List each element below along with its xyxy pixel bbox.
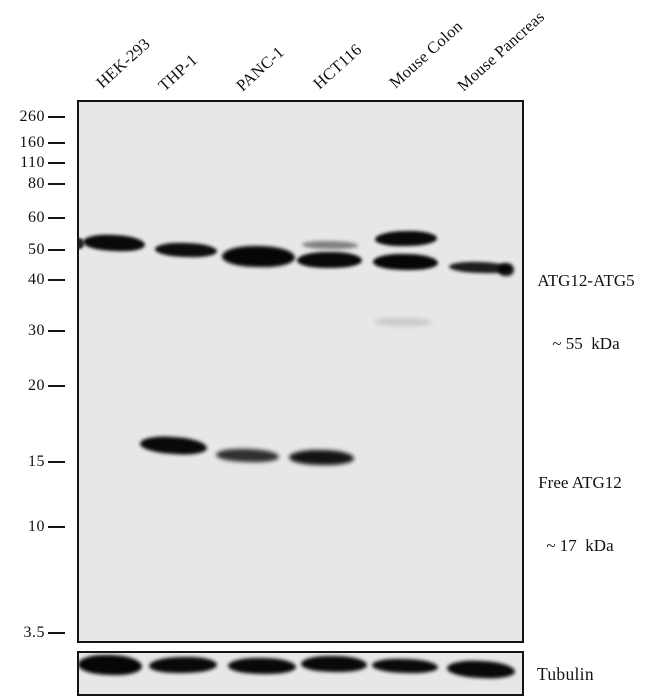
mw-marker-tick	[48, 279, 65, 282]
band-mouse-colon-faint-30kda	[373, 317, 433, 327]
mw-marker-tick	[48, 183, 65, 186]
mw-marker-tick	[48, 249, 65, 252]
lane-label-hek-293: HEK-293	[92, 34, 154, 92]
mw-marker-label: 80	[28, 175, 45, 192]
mw-marker-tick	[48, 385, 65, 388]
band-panc-1-tubulin	[227, 657, 297, 675]
band-mouse-colon-upper	[374, 230, 438, 247]
annotation-atg12-atg5-size: ~ 55 kDa	[552, 334, 620, 353]
tubulin-blot-panel	[77, 651, 524, 696]
mw-marker-tick	[48, 526, 65, 529]
band-hct116-atg12-atg5	[297, 252, 362, 268]
main-blot-panel	[77, 100, 524, 643]
mw-marker-label: 30	[28, 322, 45, 339]
mw-marker-label: 260	[19, 108, 45, 125]
mw-marker-tick	[48, 632, 65, 635]
tubulin-label: Tubulin	[537, 664, 594, 684]
mw-marker-tick	[48, 162, 65, 165]
band-mouse-colon-tubulin	[371, 657, 439, 675]
mw-marker-label: 20	[28, 377, 45, 394]
mw-marker-label: 15	[28, 453, 45, 470]
mw-marker-tick	[48, 461, 65, 464]
mw-marker-tick	[48, 116, 65, 119]
band-hct116-tubulin	[300, 655, 368, 673]
lane-label-hct116: HCT116	[309, 39, 366, 93]
mw-marker-label: 160	[19, 134, 45, 151]
mw-marker-label: 50	[28, 241, 45, 258]
lane-label-mouse-pancreas: Mouse Pancreas	[453, 6, 549, 95]
mw-marker-label: 3.5	[23, 624, 45, 641]
annotation-free-atg12: Free ATG12 ~ 17 kDa	[495, 430, 650, 598]
band-thp-1-free-atg12	[139, 434, 208, 457]
band-mouse-pancreas-band-tip	[498, 263, 514, 276]
band-panc-1-atg12-atg5	[221, 245, 296, 268]
annotation-free-atg12-size: ~ 17 kDa	[546, 536, 614, 555]
band-hct116-upper-faint	[301, 240, 359, 250]
band-mouse-pancreas-tubulin	[446, 659, 516, 680]
annotation-free-atg12-name: Free ATG12	[538, 473, 622, 492]
band-mouse-colon-atg12-atg5	[372, 253, 439, 271]
band-hek-293-edge-spot	[79, 238, 84, 249]
band-panc-1-free-atg12	[215, 447, 280, 464]
mw-marker-label: 40	[28, 271, 45, 288]
mw-marker-tick	[48, 217, 65, 220]
mw-marker-label: 110	[20, 154, 45, 171]
band-thp-1-atg12-atg5	[154, 241, 218, 259]
band-hek-293-tubulin	[79, 653, 143, 677]
mw-marker-label: 10	[28, 518, 45, 535]
mw-marker-tick	[48, 142, 65, 145]
annotation-atg12-atg5: ATG12-ATG5 ~ 55 kDa	[501, 228, 650, 396]
band-hct116-free-atg12	[288, 449, 355, 466]
lane-label-thp-1: THP-1	[154, 50, 202, 95]
band-hek-293-atg12-atg5	[82, 233, 146, 253]
lane-label-panc-1: PANC-1	[232, 42, 288, 95]
annotation-atg12-atg5-name: ATG12-ATG5	[537, 271, 635, 290]
mw-marker-label: 60	[28, 209, 45, 226]
mw-marker-tick	[48, 330, 65, 333]
band-thp-1-tubulin	[148, 656, 218, 674]
